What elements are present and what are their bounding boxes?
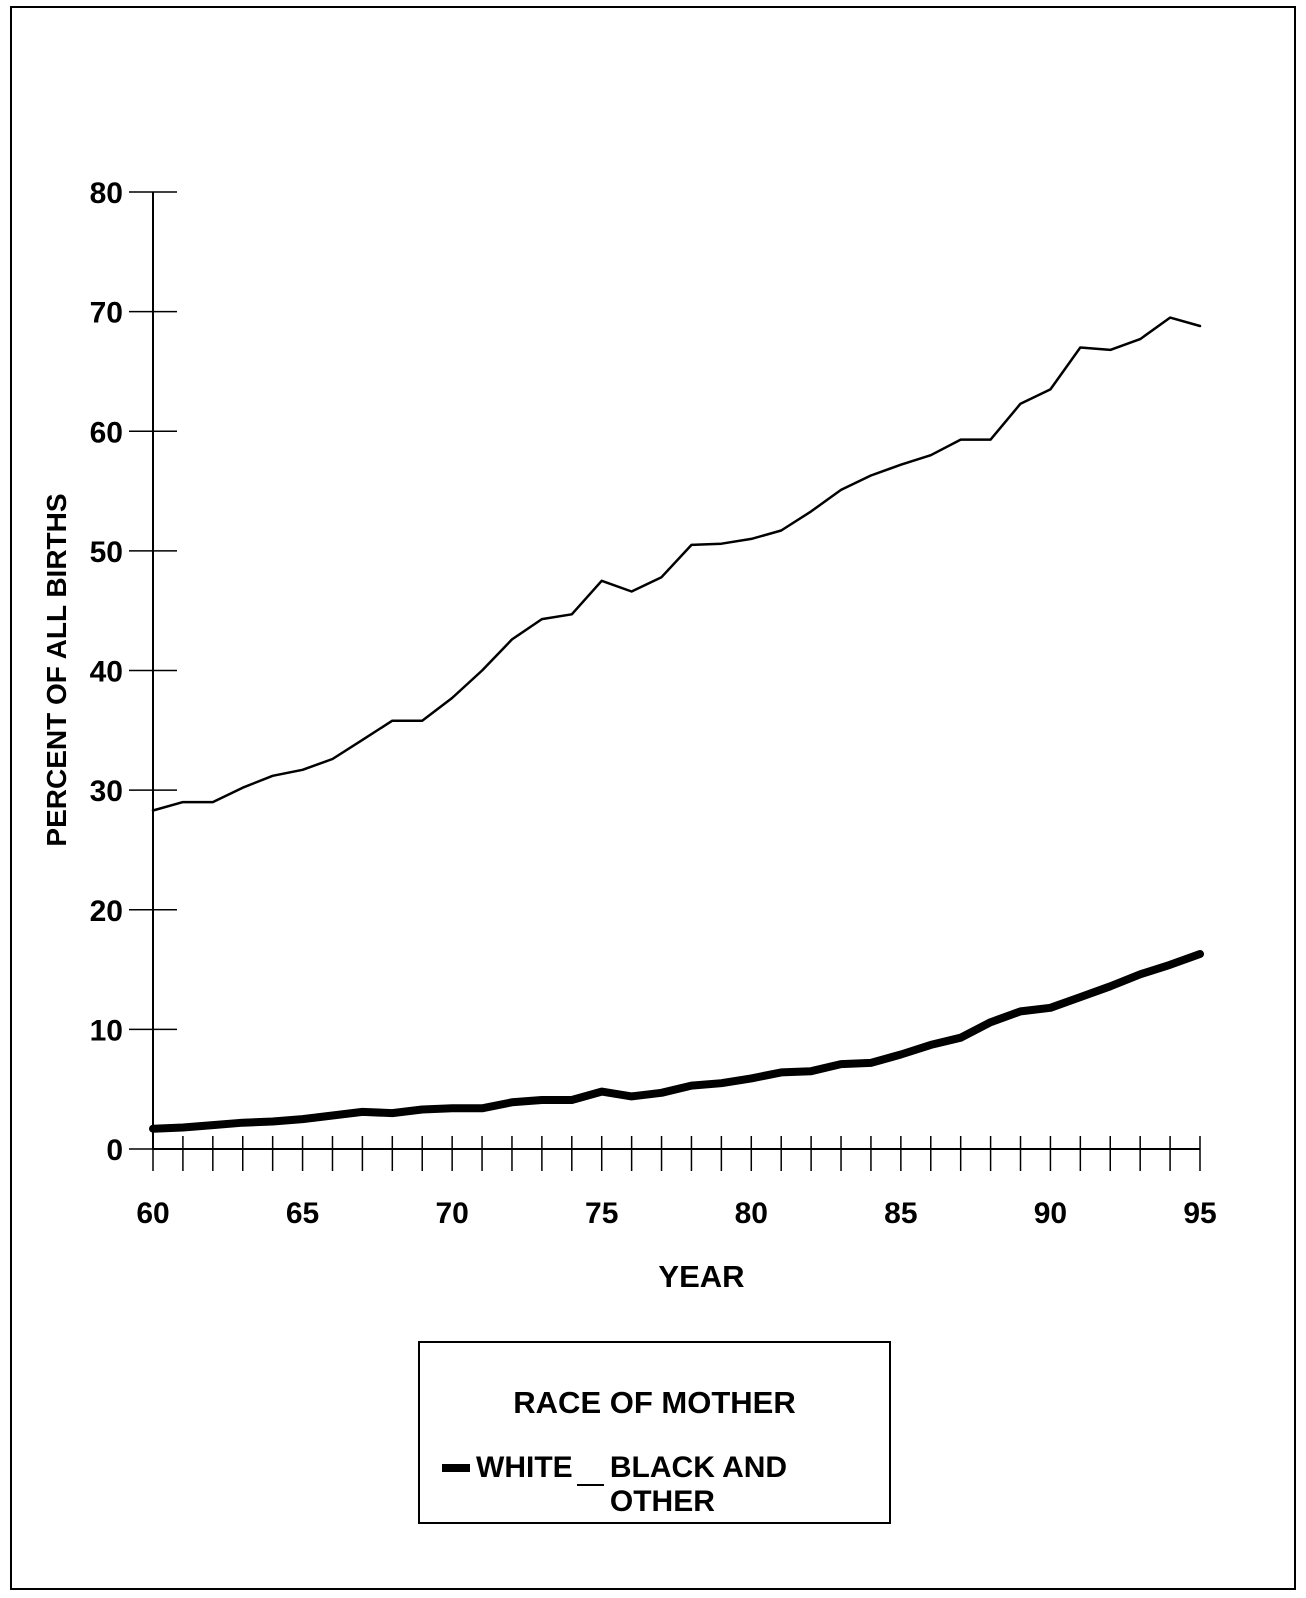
y-tick-label: 60 <box>90 416 123 449</box>
x-tick-labels: 60 65 70 75 80 85 90 95 <box>136 1197 1216 1230</box>
x-tick-label: 65 <box>286 1197 319 1230</box>
series-line-black-and-other <box>151 316 1202 812</box>
x-tick-label: 80 <box>735 1197 768 1230</box>
legend: RACE OF MOTHER WHITE BLACK AND OTHER <box>418 1341 891 1524</box>
series-line-white <box>149 950 1204 1133</box>
axes <box>129 191 1201 1171</box>
y-tick-labels: 0 10 20 30 40 50 60 70 80 <box>90 177 123 1167</box>
x-tick-label: 90 <box>1034 1197 1067 1230</box>
y-tick-label: 10 <box>90 1014 123 1047</box>
chart-frame <box>10 6 1296 1590</box>
y-tick-label: 70 <box>90 297 123 330</box>
legend-label-black-and-other: BLACK AND OTHER <box>609 1451 788 1518</box>
legend-label-white: WHITE <box>476 1451 573 1484</box>
legend-item-white: WHITE <box>442 1451 573 1485</box>
legend-item-black-and-other: BLACK AND OTHER <box>577 1451 889 1519</box>
x-tick-label: 60 <box>136 1197 169 1230</box>
y-axis-title: PERCENT OF ALL BIRTHS <box>41 493 72 846</box>
legend-swatch-white <box>442 1464 470 1472</box>
y-tick-label: 50 <box>90 536 123 569</box>
y-tick-label: 20 <box>90 895 123 928</box>
x-tick-label: 75 <box>585 1197 618 1230</box>
y-tick-label: 0 <box>106 1134 123 1167</box>
series-layer <box>149 316 1204 1133</box>
y-tick-label: 40 <box>90 656 123 689</box>
y-tick-label: 30 <box>90 775 123 808</box>
x-tick-label: 85 <box>884 1197 917 1230</box>
y-tick-label: 80 <box>90 177 123 210</box>
x-axis-title: YEAR <box>658 1259 744 1294</box>
x-tick-label: 70 <box>435 1197 468 1230</box>
legend-title: RACE OF MOTHER <box>513 1385 796 1420</box>
legend-swatch-black-and-other <box>577 1484 604 1486</box>
x-tick-label: 95 <box>1183 1197 1216 1230</box>
